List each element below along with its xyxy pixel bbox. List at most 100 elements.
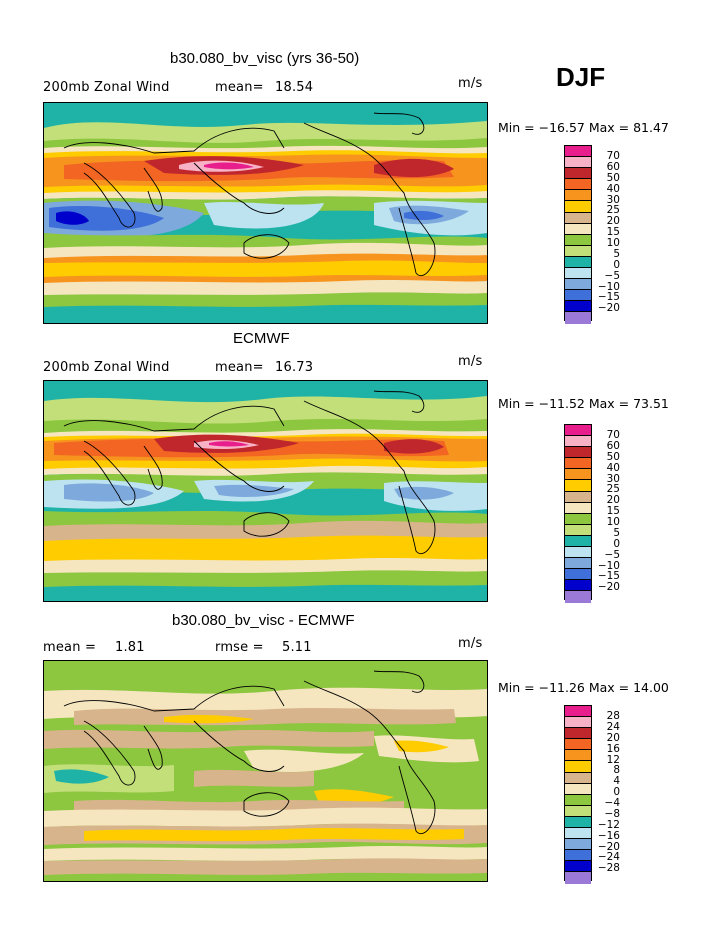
colorbar-tick-label: −20 xyxy=(597,840,620,853)
colorbar-swatch xyxy=(565,146,591,158)
colorbar-swatch xyxy=(565,739,591,751)
colorbar-swatch xyxy=(565,212,591,224)
colorbar-tick-label: −20 xyxy=(597,581,620,594)
colorbar-tick-label: −4 xyxy=(604,797,620,809)
colorbar-tick-label: 50 xyxy=(606,171,620,184)
colorbar-swatch xyxy=(565,861,591,873)
colorbar-swatch xyxy=(565,201,591,213)
colorbar-swatch xyxy=(565,816,591,829)
colorbar-swatch xyxy=(565,458,591,470)
colorbar-swatch xyxy=(565,469,591,481)
panel1-map xyxy=(43,102,488,324)
colorbar-swatch xyxy=(565,828,591,840)
colorbar-tick-label: 30 xyxy=(606,472,620,485)
colorbar-swatch xyxy=(565,502,591,514)
colorbar-tick-label: 28 xyxy=(606,710,620,722)
colorbar-tick-label: 4 xyxy=(613,775,620,788)
colorbar-tick-label: 70 xyxy=(606,150,620,162)
colorbar-tick-label: 10 xyxy=(606,516,620,528)
colorbar-swatch xyxy=(565,850,591,862)
colorbar-tick-label: −15 xyxy=(597,570,620,583)
colorbar-swatch xyxy=(565,491,591,503)
colorbar-swatch xyxy=(565,234,591,246)
colorbar-tick-label: −8 xyxy=(604,807,620,820)
colorbar-swatch xyxy=(565,290,591,302)
colorbar-swatch xyxy=(565,312,591,324)
colorbar-swatch xyxy=(565,783,591,795)
colorbar-tick-label: 24 xyxy=(606,720,620,733)
season-label: DJF xyxy=(556,62,606,92)
panel2-mean-value: 16.73 xyxy=(275,360,314,375)
panel3-title: b30.080_bv_visc - ECMWF xyxy=(172,612,355,629)
colorbar-tick-label: −5 xyxy=(604,548,620,561)
colorbar-tick-label: 15 xyxy=(606,505,620,518)
colorbar-tick-label: 0 xyxy=(613,258,620,271)
colorbar-swatch xyxy=(565,772,591,784)
panel1-title: b30.080_bv_visc (yrs 36-50) xyxy=(170,50,360,67)
colorbar-swatch xyxy=(565,524,591,536)
panel3-map xyxy=(43,660,488,882)
panel1-field-label: 200mb Zonal Wind xyxy=(43,80,170,95)
colorbar-swatch xyxy=(565,761,591,773)
panel3-colorbar-ticks: 28 24 20 16 12 8 4 0 −4 −8 −12 −16 −20 −24 −28 xyxy=(594,711,620,874)
panel2-title: ECMWF xyxy=(233,330,290,347)
colorbar-tick-label: 60 xyxy=(606,439,620,452)
colorbar-tick-label: 8 xyxy=(613,764,620,777)
colorbar-tick-label: 70 xyxy=(606,429,620,441)
colorbar-swatch xyxy=(565,535,591,548)
panel3-rmse-label: rmse = xyxy=(215,640,264,655)
colorbar-tick-label: 0 xyxy=(613,786,620,799)
colorbar-swatch xyxy=(565,717,591,729)
colorbar-swatch xyxy=(565,480,591,492)
colorbar-swatch xyxy=(565,268,591,280)
colorbar-swatch xyxy=(565,591,591,603)
colorbar-tick-label: 25 xyxy=(606,204,620,217)
colorbar-swatch xyxy=(565,179,591,191)
colorbar-swatch xyxy=(565,839,591,851)
colorbar-tick-label: 16 xyxy=(606,742,620,755)
colorbar-tick-label: 20 xyxy=(606,215,620,228)
colorbar-tick-label: 40 xyxy=(606,182,620,195)
colorbar-tick-label: 30 xyxy=(606,193,620,206)
colorbar-swatch xyxy=(565,436,591,448)
colorbar-swatch xyxy=(565,447,591,459)
panel3-mean-value: 1.81 xyxy=(115,640,145,655)
colorbar-swatch xyxy=(565,558,591,570)
panel1-minmax: Min = −16.57 Max = 81.47 xyxy=(498,120,669,135)
colorbar-swatch xyxy=(565,728,591,740)
colorbar-tick-label: −28 xyxy=(597,862,620,875)
colorbar-tick-label: −10 xyxy=(597,559,620,572)
colorbar-swatch xyxy=(565,157,591,169)
colorbar-swatch xyxy=(565,301,591,313)
colorbar-tick-label: 20 xyxy=(606,494,620,507)
colorbar-tick-label: 5 xyxy=(613,247,620,260)
colorbar-swatch xyxy=(565,750,591,762)
colorbar-tick-label: −10 xyxy=(597,280,620,293)
panel2-units: m/s xyxy=(458,354,483,369)
panel1-mean-value: 18.54 xyxy=(275,80,314,95)
colorbar-swatch xyxy=(565,805,591,817)
colorbar-swatch xyxy=(565,706,591,718)
colorbar-swatch xyxy=(565,256,591,269)
colorbar-tick-label: 60 xyxy=(606,160,620,173)
panel2-field-label: 200mb Zonal Wind xyxy=(43,360,170,375)
colorbar-swatch xyxy=(565,190,591,202)
panel3-rmse-value: 5.11 xyxy=(282,640,312,655)
colorbar-swatch xyxy=(565,168,591,180)
colorbar-swatch xyxy=(565,580,591,592)
colorbar-swatch xyxy=(565,279,591,291)
panel2-map xyxy=(43,380,488,602)
colorbar-tick-label: 25 xyxy=(606,483,620,496)
panel3-minmax: Min = −11.26 Max = 14.00 xyxy=(498,680,669,695)
colorbar-tick-label: 12 xyxy=(606,753,620,766)
colorbar-swatch xyxy=(565,425,591,437)
colorbar-tick-label: 10 xyxy=(606,237,620,249)
panel1-colorbar-ticks: 70 60 50 40 30 25 20 15 10 5 0 −5 −10 −15 −20 xyxy=(594,151,620,314)
panel2-minmax: Min = −11.52 Max = 73.51 xyxy=(498,396,669,411)
panel2-colorbar xyxy=(564,424,592,603)
colorbar-swatch xyxy=(565,547,591,559)
colorbar-tick-label: −24 xyxy=(597,851,620,864)
colorbar-swatch xyxy=(565,223,591,235)
colorbar-swatch xyxy=(565,569,591,581)
colorbar-tick-label: 0 xyxy=(613,537,620,550)
